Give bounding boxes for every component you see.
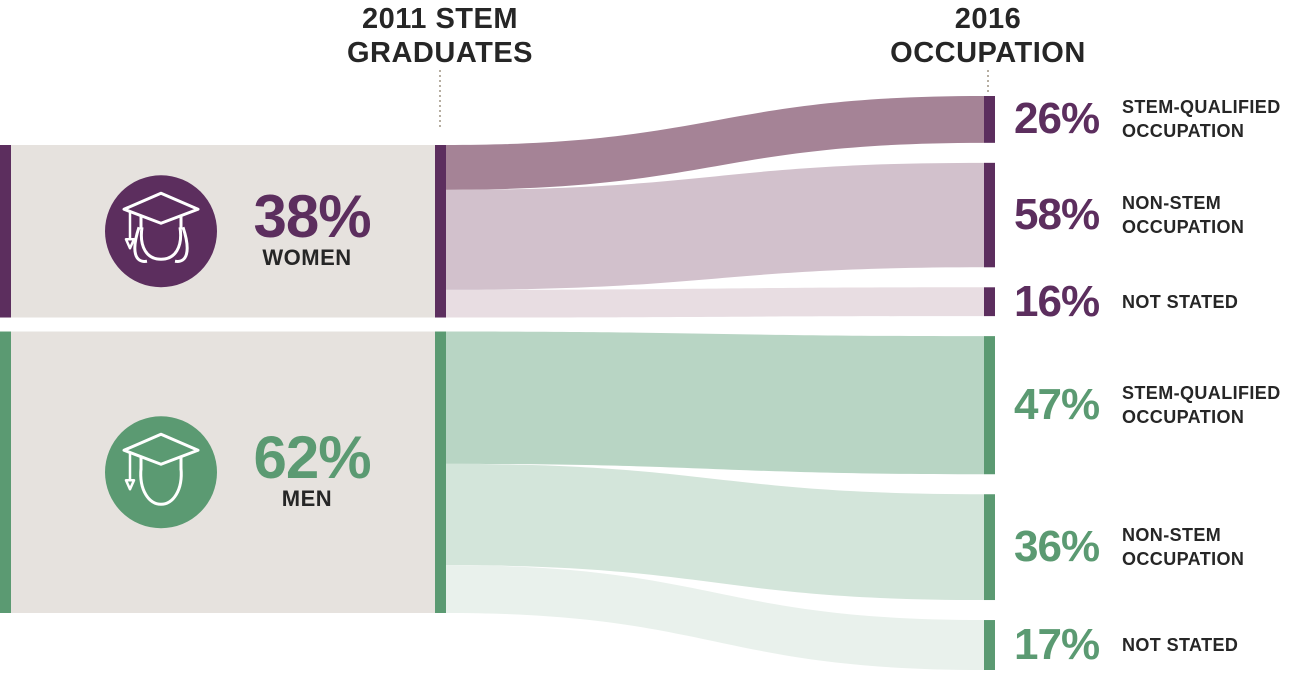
women-flow-2: [446, 162, 984, 290]
women-outcome-label-2: NON-STEM OCCUPATION: [1122, 191, 1302, 239]
women-outcome-label-3-line1: NOT STATED: [1122, 291, 1239, 312]
men-outcome-label-2: NON-STEM OCCUPATION: [1122, 523, 1302, 571]
men-left-edge-bar: [0, 331, 11, 613]
men-outcome-label-3-line1: NOT STATED: [1122, 635, 1239, 656]
women-share-value: 38%: [253, 183, 371, 251]
men-group-label: MEN: [281, 486, 333, 512]
women-flow-1: [446, 96, 984, 190]
women-outcome-label-3: NOT STATED: [1122, 290, 1302, 314]
men-target-bar-1: [984, 336, 995, 475]
men-flow-3: [446, 565, 984, 670]
men-flow-1: [446, 331, 984, 475]
women-target-bar-2: [984, 162, 995, 268]
men-target-bar-2: [984, 494, 995, 601]
target-header-line1: 2016: [954, 3, 1022, 35]
source-header-line2: GRADUATES: [346, 37, 534, 69]
source-header: 2011 STEM GRADUATES: [330, 2, 550, 70]
men-outcome-pct-2: 36%: [1014, 522, 1100, 572]
men-outcome-label-2-line1: NON-STEM: [1122, 525, 1222, 546]
women-source-bar: [435, 145, 446, 318]
men-outcome-label-3: NOT STATED: [1122, 633, 1302, 657]
men-outcome-label-1: STEM-QUALIFIED OCCUPATION: [1122, 381, 1302, 429]
women-outcome-label-1-line2: OCCUPATION: [1122, 121, 1245, 142]
men-outcome-pct-1: 47%: [1014, 380, 1100, 430]
men-outcome-label-2-line2: OCCUPATION: [1122, 549, 1245, 570]
women-outcome-pct-3: 16%: [1014, 276, 1100, 326]
men-source-bar: [435, 331, 446, 613]
women-flow-3: [446, 287, 984, 318]
men-source-box: [0, 331, 446, 613]
women-source-box: [0, 145, 446, 318]
target-header: 2016 OCCUPATION: [868, 2, 1108, 70]
men-outcome-label-1-line2: OCCUPATION: [1122, 407, 1245, 428]
female-graduate-icon: [105, 175, 217, 288]
men-share-value: 62%: [253, 424, 371, 492]
men-outcome-pct-3: 17%: [1014, 620, 1100, 670]
women-target-bar-3: [984, 287, 995, 317]
women-outcome-label-1-line1: STEM-QUALIFIED: [1122, 97, 1281, 118]
women-outcome-pct-1: 26%: [1014, 94, 1100, 144]
men-outcome-label-1-line1: STEM-QUALIFIED: [1122, 383, 1281, 404]
men-flow-2: [446, 463, 984, 601]
women-outcome-pct-2: 58%: [1014, 190, 1100, 240]
men-target-bar-3: [984, 620, 995, 670]
male-graduate-icon: [105, 416, 217, 529]
women-group-label: WOMEN: [262, 245, 352, 271]
women-left-edge-bar: [0, 145, 11, 318]
women-outcome-label-2-line2: OCCUPATION: [1122, 217, 1245, 238]
women-outcome-label-1: STEM-QUALIFIED OCCUPATION: [1122, 95, 1302, 143]
target-header-line2: OCCUPATION: [890, 37, 1086, 69]
women-target-bar-1: [984, 96, 995, 143]
source-header-line1: 2011 STEM: [361, 3, 519, 35]
women-outcome-label-2-line1: NON-STEM: [1122, 193, 1222, 214]
